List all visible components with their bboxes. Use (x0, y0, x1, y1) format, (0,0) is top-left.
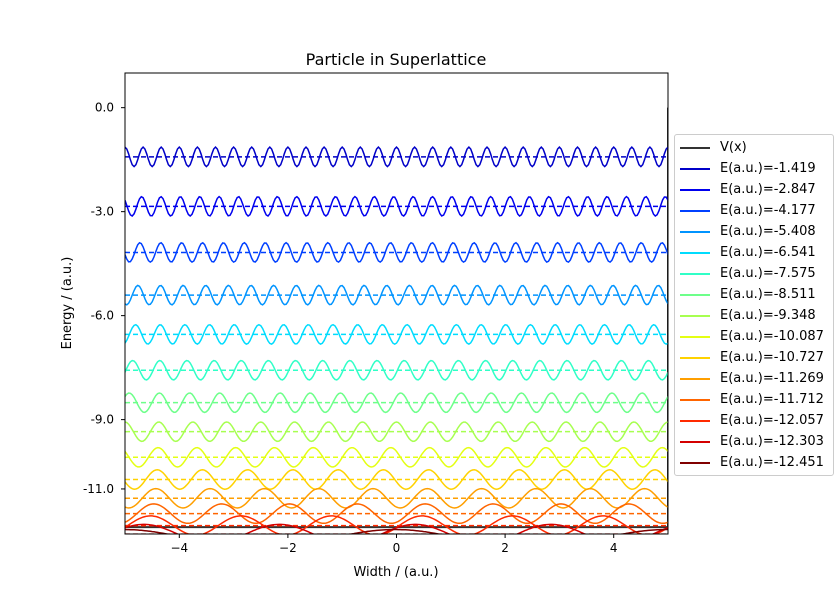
legend-swatch (680, 272, 710, 275)
wavefunction-line (125, 323, 668, 345)
wavefunction-line (125, 195, 668, 218)
legend-entry: E(a.u.)=-10.727 (675, 347, 833, 368)
x-tick-label: 0 (393, 541, 401, 555)
legend-swatch (680, 398, 710, 401)
legend-swatch (680, 188, 710, 191)
legend-entry: E(a.u.)=-7.575 (675, 263, 833, 284)
legend-label: E(a.u.)=-11.712 (720, 392, 824, 407)
legend-entry: V(x) (675, 137, 833, 158)
legend-entry: E(a.u.)=-12.451 (675, 452, 833, 473)
legend-label: E(a.u.)=-12.451 (720, 455, 824, 470)
legend-entry: E(a.u.)=-11.269 (675, 368, 833, 389)
legend-swatch (680, 167, 710, 170)
wavefunction-line (125, 446, 668, 468)
wavefunction-line (125, 523, 668, 534)
legend-swatch (680, 419, 710, 422)
x-tick-label: −4 (170, 541, 188, 555)
potential-line (125, 107, 668, 529)
x-tick-label: 4 (610, 541, 618, 555)
x-tick-label: −2 (279, 541, 297, 555)
y-tick-label: -6.0 (91, 309, 114, 323)
chart-title: Particle in Superlattice (306, 50, 487, 69)
legend-entry: E(a.u.)=-12.303 (675, 431, 833, 452)
legend-label: E(a.u.)=-10.087 (720, 329, 824, 344)
legend-swatch (680, 440, 710, 443)
legend-entry: E(a.u.)=-2.847 (675, 179, 833, 200)
legend-label: E(a.u.)=-6.541 (720, 245, 816, 260)
y-axis-label: Energy / (a.u.) (60, 257, 75, 350)
wavefunction-line (125, 146, 668, 168)
legend-entry: E(a.u.)=-10.087 (675, 326, 833, 347)
wavefunction-line (125, 284, 668, 306)
legend-label: E(a.u.)=-4.177 (720, 203, 816, 218)
legend-label: E(a.u.)=-8.511 (720, 287, 816, 302)
legend: V(x) E(a.u.)=-1.419 E(a.u.)=-2.847 E(a.u.)=… (674, 134, 834, 476)
legend-swatch (680, 314, 710, 317)
legend-entry: E(a.u.)=-9.348 (675, 305, 833, 326)
legend-entry: E(a.u.)=-4.177 (675, 200, 833, 221)
x-axis: −4 −2 0 2 4 (170, 534, 618, 555)
legend-label: E(a.u.)=-9.348 (720, 308, 816, 323)
legend-label: E(a.u.)=-2.847 (720, 182, 816, 197)
y-tick-label: 0.0 (95, 101, 114, 115)
y-tick-label: -9.0 (91, 413, 114, 427)
legend-swatch (680, 293, 710, 296)
wavefunction-line (125, 392, 668, 414)
legend-label: E(a.u.)=-5.408 (720, 224, 816, 239)
wavefunction-line (125, 528, 668, 534)
y-axis: 0.0 -3.0 -6.0 -9.0 -11.0 (83, 101, 125, 496)
y-tick-label: -3.0 (91, 205, 114, 219)
legend-label: V(x) (720, 140, 747, 155)
wavefunction-line (125, 487, 668, 509)
legend-label: E(a.u.)=-7.575 (720, 266, 816, 281)
legend-entry: E(a.u.)=-12.057 (675, 410, 833, 431)
legend-swatch (680, 356, 710, 359)
legend-label: E(a.u.)=-1.419 (720, 161, 816, 176)
legend-label: E(a.u.)=-12.303 (720, 434, 824, 449)
legend-swatch (680, 146, 710, 149)
legend-entry: E(a.u.)=-5.408 (675, 221, 833, 242)
legend-entry: E(a.u.)=-11.712 (675, 389, 833, 410)
legend-swatch (680, 335, 710, 338)
plot-area (125, 107, 668, 534)
legend-label: E(a.u.)=-10.727 (720, 350, 824, 365)
legend-swatch (680, 230, 710, 233)
legend-entry: E(a.u.)=-1.419 (675, 158, 833, 179)
legend-label: E(a.u.)=-12.057 (720, 413, 824, 428)
wavefunction-line (125, 241, 668, 264)
x-axis-label: Width / (a.u.) (353, 565, 438, 580)
legend-entry: E(a.u.)=-6.541 (675, 242, 833, 263)
legend-label: E(a.u.)=-11.269 (720, 371, 824, 386)
legend-swatch (680, 461, 710, 464)
x-tick-label: 2 (501, 541, 509, 555)
legend-entry: E(a.u.)=-8.511 (675, 284, 833, 305)
legend-swatch (680, 377, 710, 380)
legend-swatch (680, 209, 710, 212)
wavefunction-line (125, 359, 668, 381)
y-tick-label: -11.0 (83, 482, 114, 496)
wavefunction-line (125, 469, 668, 490)
wavefunction-line (125, 421, 668, 443)
legend-swatch (680, 251, 710, 254)
wavefunction-line (125, 503, 668, 525)
